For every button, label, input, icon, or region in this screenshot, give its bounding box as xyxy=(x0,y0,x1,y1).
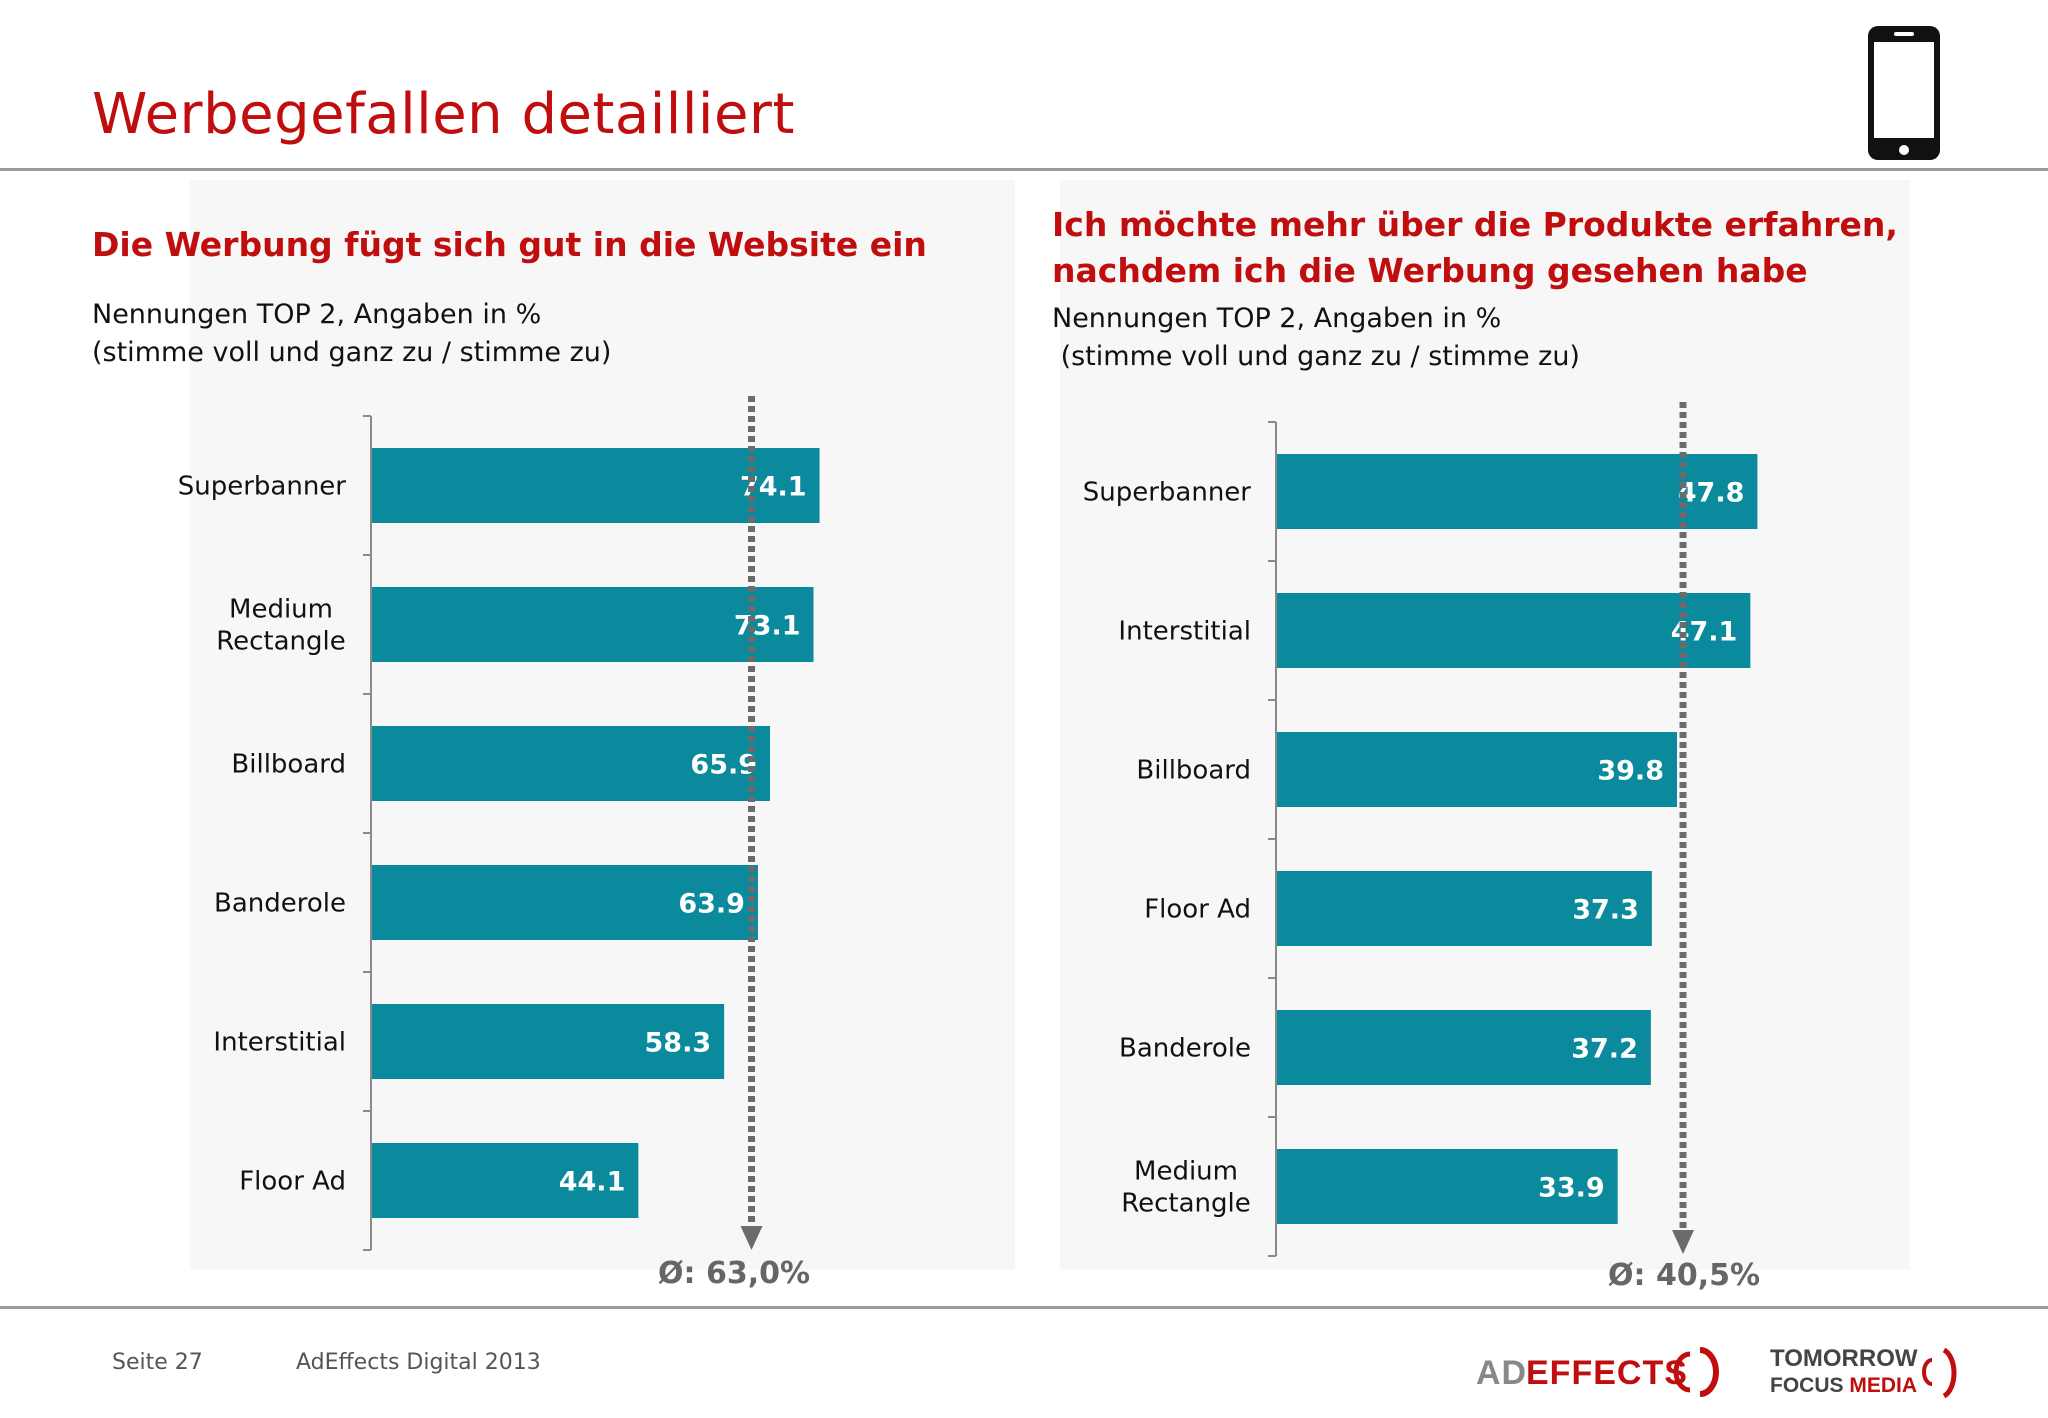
adeffects-logo: AD EFFECTS xyxy=(1476,1347,1719,1397)
right-subtitle-line1: Nennungen TOP 2, Angaben in % xyxy=(1052,303,1502,334)
right-average-arrow xyxy=(1672,1230,1695,1254)
right-panel-background xyxy=(1060,180,1910,1270)
right-category-label: Floor Ad xyxy=(1144,895,1251,925)
left-average-label: Ø: 63,0% xyxy=(658,1256,811,1291)
right-data-label: 37.2 xyxy=(1571,1034,1638,1065)
left-bar xyxy=(372,1143,639,1218)
right-data-label: 37.3 xyxy=(1572,895,1639,926)
left-chart-headline: Die Werbung fügt sich gut in die Website… xyxy=(92,225,927,264)
footer-source: AdEffects Digital 2013 xyxy=(296,1350,541,1375)
left-subtitle-line2: (stimme voll und ganz zu / stimme zu) xyxy=(92,337,612,368)
page-number: Seite 27 xyxy=(112,1350,203,1375)
right-category-label: Interstitial xyxy=(1118,617,1251,647)
right-bar xyxy=(1277,1149,1618,1224)
left-category-label: Floor Ad xyxy=(239,1167,346,1197)
right-chart-subtitle: Nennungen TOP 2, Angaben in % (stimme vo… xyxy=(1052,300,1580,376)
right-data-label: 39.8 xyxy=(1597,756,1664,787)
left-bar xyxy=(372,587,814,662)
svg-text:FOCUS MEDIA: FOCUS MEDIA xyxy=(1770,1374,1917,1397)
right-subtitle-line2: (stimme voll und ganz zu / stimme zu) xyxy=(1052,341,1580,372)
left-category-label: Superbanner xyxy=(178,472,347,502)
left-bar xyxy=(372,448,820,523)
page-title: Werbegefallen detailliert xyxy=(92,82,795,147)
left-data-label: 65.9 xyxy=(690,750,757,781)
right-average-label: Ø: 40,5% xyxy=(1608,1258,1761,1293)
left-data-label: 63.9 xyxy=(678,889,745,920)
right-category-label: Banderole xyxy=(1119,1034,1251,1064)
right-data-label: 47.8 xyxy=(1678,478,1745,509)
left-data-label: 58.3 xyxy=(645,1028,712,1059)
title-divider xyxy=(0,168,2048,171)
svg-text:TOMORROW: TOMORROW xyxy=(1770,1345,1918,1372)
right-chart-headline: Ich möchte mehr über die Produkte erfahr… xyxy=(1052,202,1898,294)
right-headline-line1: Ich möchte mehr über die Produkte erfahr… xyxy=(1052,205,1898,244)
right-bar xyxy=(1277,1010,1651,1085)
svg-text:EFFECTS: EFFECTS xyxy=(1526,1354,1688,1392)
right-category-label: Superbanner xyxy=(1083,478,1252,508)
left-bar xyxy=(372,1004,725,1079)
right-bar xyxy=(1277,593,1751,668)
left-chart-subtitle: Nennungen TOP 2, Angaben in % (stimme vo… xyxy=(92,296,611,372)
right-bar xyxy=(1277,454,1758,529)
left-category-label: Interstitial xyxy=(213,1028,346,1058)
svg-text:AD: AD xyxy=(1476,1354,1527,1392)
right-category-label: Billboard xyxy=(1136,756,1251,786)
left-bar xyxy=(372,865,758,940)
tomorrow-focus-media-logo: TOMORROW FOCUS MEDIA xyxy=(1770,1345,1957,1399)
footer-divider xyxy=(0,1306,2048,1309)
smartphone-icon xyxy=(1868,26,1940,160)
left-data-label: 73.1 xyxy=(734,611,801,642)
right-bar xyxy=(1277,732,1677,807)
right-bar xyxy=(1277,871,1652,946)
left-category-label: Banderole xyxy=(214,889,346,919)
right-headline-line2: nachdem ich die Werbung gesehen habe xyxy=(1052,251,1808,290)
left-category-label: Billboard xyxy=(231,750,346,780)
right-data-label: 33.9 xyxy=(1538,1173,1605,1204)
left-category-label: Medium Rectangle xyxy=(216,595,346,657)
left-bar xyxy=(372,726,771,801)
left-subtitle-line1: Nennungen TOP 2, Angaben in % xyxy=(92,299,542,330)
right-category-label: Medium Rectangle xyxy=(1121,1157,1251,1219)
left-data-label: 44.1 xyxy=(559,1167,626,1198)
left-average-arrow xyxy=(740,1226,763,1250)
left-panel-background xyxy=(190,180,1015,1270)
